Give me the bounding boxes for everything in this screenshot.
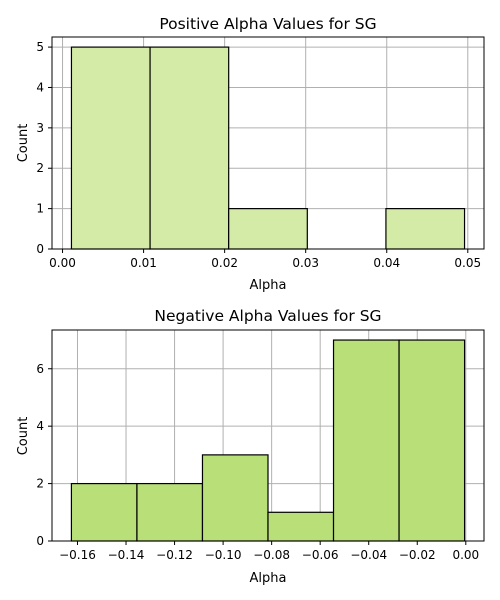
x-tick-label: −0.04 [350, 548, 387, 562]
x-tick-label: −0.02 [399, 548, 436, 562]
x-tick-label: −0.14 [108, 548, 145, 562]
y-tick-label: 4 [36, 80, 44, 94]
histogram-bar [385, 208, 466, 250]
y-tick-label: 5 [36, 40, 44, 54]
x-tick-label: −0.06 [302, 548, 339, 562]
y-tick-label: 6 [36, 362, 44, 376]
x-tick-label: −0.16 [59, 548, 96, 562]
x-tick-label: 0.01 [130, 256, 157, 270]
chart-title: Negative Alpha Values for SG [154, 307, 381, 325]
y-axis-label: Count [16, 417, 31, 456]
y-tick-label: 0 [36, 242, 44, 256]
x-tick-label: −0.12 [156, 548, 193, 562]
histogram-bars [70, 46, 466, 250]
histogram-bar [149, 46, 230, 250]
axis-ticks: −0.16 −0.14 −0.12 −0.10 −0.08 −0.06 −0.04 −0.02… [36, 362, 479, 562]
y-tick-label: 0 [36, 534, 44, 548]
axis-ticks: 0.00 0.01 0.02 0.03 0.04 0.05 0 1 2 3 4 5 [36, 40, 481, 270]
histogram-bar [136, 482, 204, 542]
x-tick-label: −0.10 [205, 548, 242, 562]
x-tick-label: 0.00 [49, 256, 76, 270]
plot-frame [51, 36, 485, 250]
x-axis-label: Alpha [250, 278, 287, 293]
y-axis-label: Count [16, 124, 31, 163]
y-tick-label: 3 [36, 121, 44, 135]
x-tick-label: 0.05 [454, 256, 481, 270]
y-tick-label: 4 [36, 419, 44, 433]
x-tick-label: 0.04 [373, 256, 400, 270]
x-tick-label: 0.02 [211, 256, 238, 270]
histogram-bar [70, 482, 138, 542]
x-tick-label: −0.08 [253, 548, 290, 562]
histogram-bar [398, 339, 466, 542]
y-tick-label: 1 [36, 202, 44, 216]
histogram-bar [201, 454, 269, 542]
chart-title: Positive Alpha Values for SG [159, 15, 376, 33]
histogram-bar [228, 208, 308, 250]
x-axis-label: Alpha [250, 571, 287, 586]
y-tick-label: 2 [36, 161, 44, 175]
plot-frame [51, 329, 485, 542]
y-tick-label: 2 [36, 477, 44, 491]
histogram-bar [70, 46, 151, 250]
chart-negative-alpha: Negative Alpha Values for SG −0.16 −0.14−… [16, 307, 485, 586]
x-tick-label: 0.00 [452, 548, 479, 562]
histogram-bar [332, 339, 400, 542]
x-tick-label: 0.03 [292, 256, 319, 270]
chart-positive-alpha: Positive Alpha Values for SG 0.00 0.01 0.0… [16, 15, 485, 293]
histogram-bar [267, 511, 335, 542]
